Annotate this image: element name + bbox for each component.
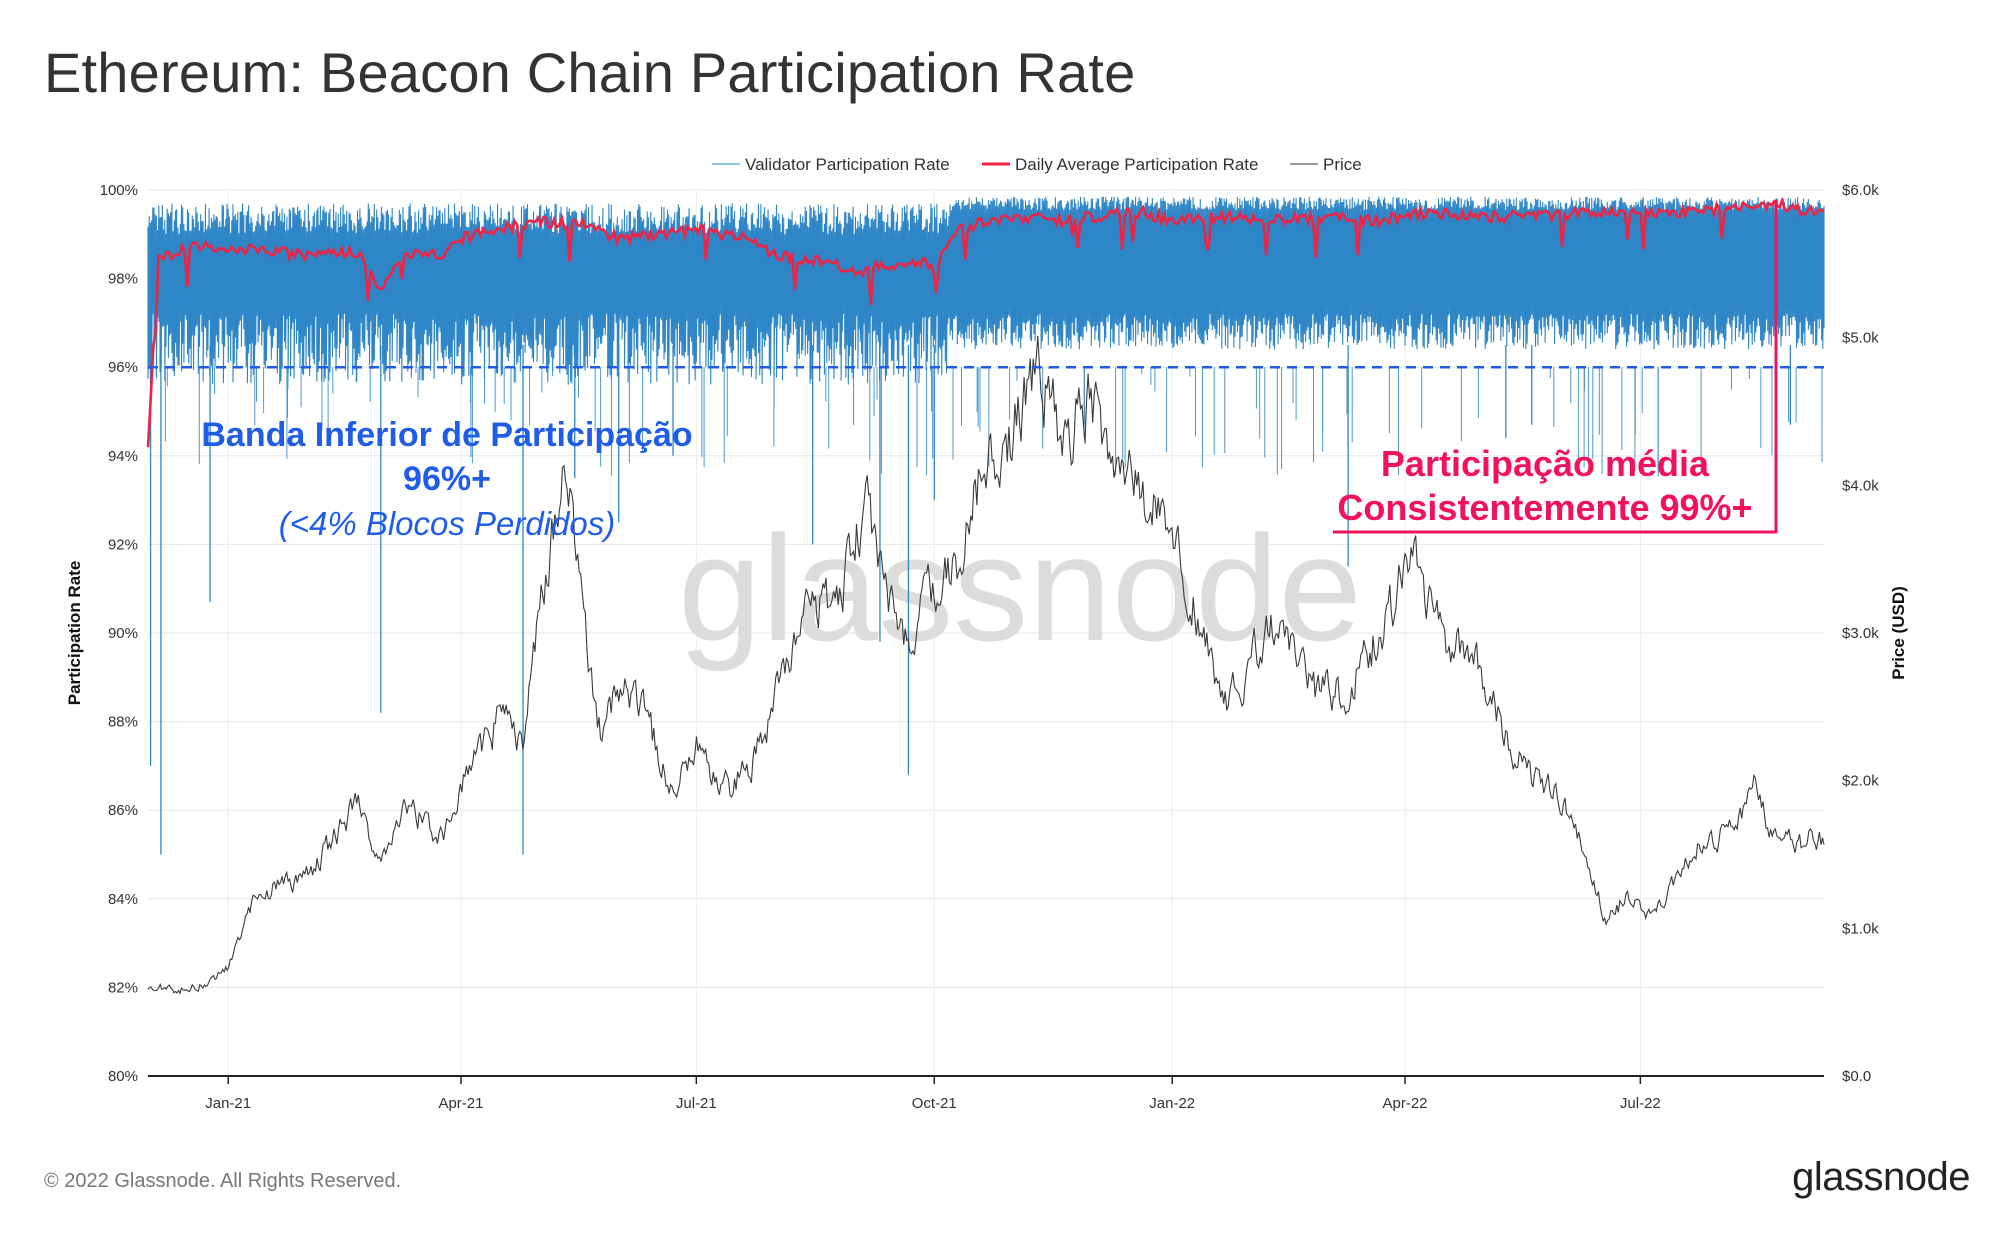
x-tick-label: Jul-21 xyxy=(676,1095,717,1112)
y-tick-label: 98% xyxy=(108,271,138,288)
y2-tick-label: $6.0k xyxy=(1842,182,1879,199)
y-tick-label: 94% xyxy=(108,448,138,465)
y-tick-label: 88% xyxy=(108,714,138,731)
annotation-average-line1: Participação média xyxy=(1381,443,1710,484)
price-line xyxy=(147,335,1825,995)
y2-tick-label: $2.0k xyxy=(1842,773,1879,790)
watermark: glassnode xyxy=(678,504,1362,672)
y-tick-label: 90% xyxy=(108,625,138,642)
x-tick-label: Apr-22 xyxy=(1382,1095,1427,1112)
annotation-lower-band-line3: (<4% Blocos Perdidos) xyxy=(279,505,616,542)
y-tick-label: 96% xyxy=(108,359,138,376)
y2-tick-label: $4.0k xyxy=(1842,477,1879,494)
x-tick-label: Jul-22 xyxy=(1620,1095,1661,1112)
y-tick-label: 86% xyxy=(108,802,138,819)
y-axis-title: Participation Rate xyxy=(65,561,84,706)
glassnode-logo: glassnode xyxy=(1792,1155,1970,1199)
x-tick-label: Apr-21 xyxy=(438,1095,483,1112)
legend: Validator Participation Rate Daily Avera… xyxy=(712,155,1362,174)
y2-tick-label: $5.0k xyxy=(1842,330,1879,347)
x-axis-ticks: Jan-21 Apr-21 Jul-21 Oct-21 Jan-22 Apr-22 Jul-… xyxy=(205,1076,1661,1112)
x-tick-label: Oct-21 xyxy=(912,1095,957,1112)
y2-tick-label: $0.0 xyxy=(1842,1068,1871,1085)
y2-axis-title: Price (USD) xyxy=(1889,586,1908,680)
y-tick-label: 84% xyxy=(108,891,138,908)
annotation-lower-band: Banda Inferior de Participação 96%+ (<4%… xyxy=(201,416,692,542)
validator-participation-dips xyxy=(164,367,1823,477)
legend-label-daily-average[interactable]: Daily Average Participation Rate xyxy=(1015,155,1259,174)
y-tick-label: 82% xyxy=(108,979,138,996)
y2-tick-label: $1.0k xyxy=(1842,920,1879,937)
y2-axis-ticks: $0.0 $1.0k $2.0k $3.0k $4.0k $5.0k $6.0k xyxy=(1842,182,1879,1085)
page-title: Ethereum: Beacon Chain Participation Rat… xyxy=(44,41,1136,104)
x-tick-label: Jan-22 xyxy=(1149,1095,1195,1112)
daily-average-line xyxy=(146,196,1825,448)
validator-participation-band xyxy=(147,196,1825,855)
y-tick-label: 100% xyxy=(100,182,138,199)
validator-participation-line xyxy=(147,196,1825,385)
y2-tick-label: $3.0k xyxy=(1842,625,1879,642)
annotation-average: Participação média Consistentemente 99%+ xyxy=(1333,200,1778,534)
annotation-average-bracket xyxy=(1333,200,1778,534)
annotation-lower-band-line1: Banda Inferior de Participação xyxy=(201,416,692,454)
y-axis-ticks: 80% 82% 84% 86% 88% 90% 92% 94% 96% 98% 100% xyxy=(100,182,138,1085)
legend-label-price[interactable]: Price xyxy=(1323,155,1362,174)
annotation-lower-band-line2: 96%+ xyxy=(403,460,491,498)
x-tick-label: Jan-21 xyxy=(205,1095,251,1112)
footer-copyright: © 2022 Glassnode. All Rights Reserved. xyxy=(44,1170,402,1192)
y-tick-label: 80% xyxy=(108,1068,138,1085)
y-tick-label: 92% xyxy=(108,536,138,553)
annotation-average-line2: Consistentemente 99%+ xyxy=(1337,487,1752,528)
legend-label-validator[interactable]: Validator Participation Rate xyxy=(745,155,950,174)
